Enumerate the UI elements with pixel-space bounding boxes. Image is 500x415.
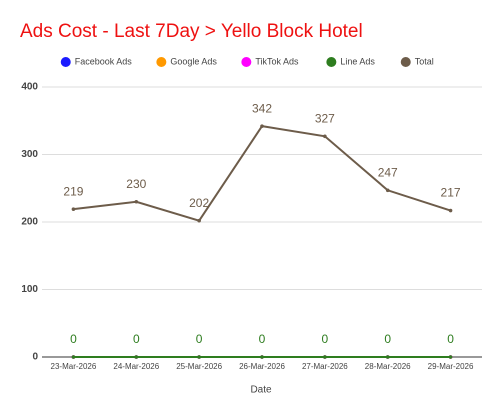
legend-marker xyxy=(326,57,337,67)
point xyxy=(385,355,390,359)
data-label: 247 xyxy=(378,165,398,179)
data-label: 0 xyxy=(70,332,77,346)
point xyxy=(260,124,264,128)
x-axis-label: Date xyxy=(250,385,272,396)
data-label: 230 xyxy=(126,177,146,191)
point xyxy=(385,188,390,193)
x-tick-label: 26-Mar-2026 xyxy=(239,362,285,371)
y-tick-label: 300 xyxy=(21,149,38,160)
legend-marker xyxy=(400,57,411,67)
legend-label: TikTok Ads xyxy=(255,56,299,66)
legend-marker xyxy=(156,57,167,67)
data-label: 0 xyxy=(384,332,391,346)
point xyxy=(134,355,139,359)
point xyxy=(71,355,76,359)
point xyxy=(448,208,453,213)
point xyxy=(134,199,139,204)
legend-label: Line Ads xyxy=(340,56,375,66)
point xyxy=(197,355,201,359)
data-label: 0 xyxy=(133,332,140,346)
x-tick-label: 28-Mar-2026 xyxy=(365,362,411,371)
y-tick-label: 400 xyxy=(21,82,38,93)
legend-marker xyxy=(60,57,71,67)
x-tick-label: 29-Mar-2026 xyxy=(428,362,474,371)
x-tick-label: 27-Mar-2026 xyxy=(302,362,348,371)
data-label: 327 xyxy=(315,111,335,125)
point xyxy=(71,207,76,211)
x-tick-label: 25-Mar-2026 xyxy=(176,362,222,371)
data-label: 202 xyxy=(189,196,209,210)
data-label: 342 xyxy=(252,101,272,115)
legend-label: Total xyxy=(415,56,434,66)
y-tick-label: 0 xyxy=(32,352,38,363)
x-tick-label: 24-Mar-2026 xyxy=(113,362,159,371)
legend-label: Facebook Ads xyxy=(75,56,133,66)
data-label: 0 xyxy=(196,332,203,346)
point xyxy=(323,355,327,359)
legend-label: Google Ads xyxy=(170,56,217,66)
point xyxy=(323,134,327,139)
chart-title: Ads Cost - Last 7Day > Yello Block Hotel xyxy=(20,21,363,42)
data-label: 217 xyxy=(441,186,461,200)
y-tick-label: 100 xyxy=(21,284,38,295)
data-label: 0 xyxy=(447,332,454,346)
x-tick-label: 23-Mar-2026 xyxy=(51,362,97,371)
point xyxy=(197,218,201,223)
y-tick-label: 200 xyxy=(21,217,38,228)
data-label: 0 xyxy=(259,332,266,346)
point xyxy=(448,355,453,359)
point xyxy=(260,355,264,359)
data-label: 0 xyxy=(322,332,329,346)
data-label: 219 xyxy=(63,184,83,198)
legend-marker xyxy=(241,57,252,67)
